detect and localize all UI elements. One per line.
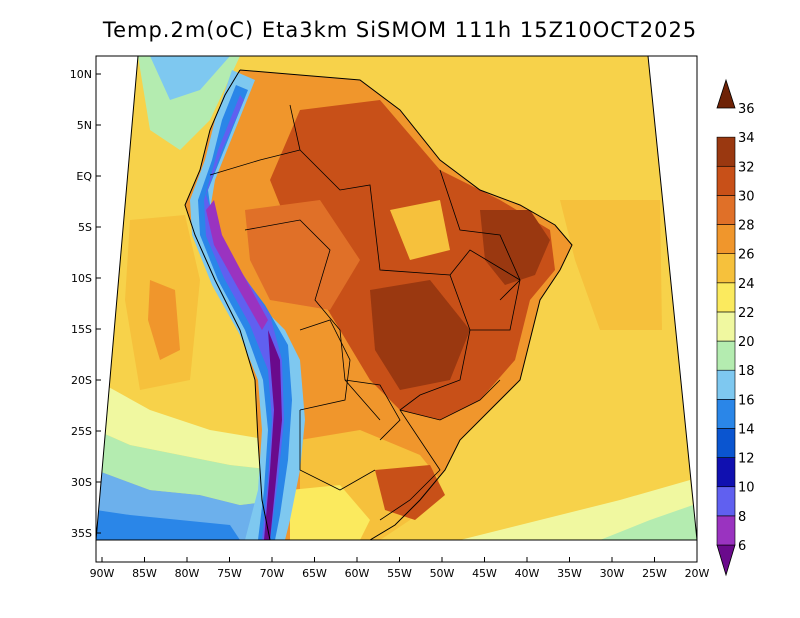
colorbar-label: 20 [738, 335, 755, 350]
pacific-hot-patch [148, 280, 180, 360]
border-bolivia [299, 319, 351, 411]
lat-tick-label: 30S [71, 476, 92, 489]
lon-tick-label: 70W [260, 567, 285, 580]
colorbar-label: 24 [738, 277, 755, 292]
colorbar-bin [716, 136, 736, 167]
lon-tick-label: 30W [600, 567, 625, 580]
border-andean [209, 104, 301, 176]
lon-tick-label: 60W [345, 567, 370, 580]
colorbar-bin [716, 369, 736, 400]
colorbar-bin [716, 224, 736, 254]
colorbar: 6 8 10 12 14 16 18 20 22 24 26 28 30 32 34 36 [716, 78, 755, 577]
border-goias [449, 249, 521, 331]
colorbar-bin [716, 165, 736, 196]
uruguay-warm [375, 465, 445, 520]
amazon-warm [245, 200, 360, 310]
border-south [399, 379, 501, 421]
atlantic-warm-patch [560, 200, 662, 330]
brazil-hot-interior [270, 100, 555, 420]
lat-tick-label: 15S [71, 323, 92, 336]
colorbar-bin [716, 486, 736, 517]
andes-coldest [264, 330, 282, 540]
lon-tick-label: 25W [642, 567, 667, 580]
longitude-axis: 90W 85W 80W 75W 70W 65W 60W 55W 50W 45W 40W 35W 30W 2… [90, 557, 710, 580]
colorbar-bin [716, 282, 736, 313]
border-argentina [299, 410, 376, 491]
border-paraguay [344, 379, 401, 441]
map-title: Temp.2m(oC) Eta3km SiSMOM 111h 15Z10OCT2… [102, 18, 698, 42]
andes-purple [206, 200, 268, 330]
colorbar-label: 18 [738, 364, 755, 379]
lon-tick-label: 50W [430, 567, 455, 580]
colorbar-label: 8 [738, 510, 746, 525]
colorbar-label: 14 [738, 422, 755, 437]
colorbar-label: 12 [738, 452, 755, 467]
colorbar-label: 36 [738, 102, 755, 117]
colorbar-label: 28 [738, 219, 755, 234]
lat-tick-label: 10S [71, 272, 92, 285]
lat-tick-label: 5S [78, 221, 92, 234]
lon-tick-label: 75W [217, 567, 242, 580]
colorbar-arrow-top [716, 78, 736, 109]
latitude-axis: 10N 5N EQ 5S 10S 15S 20S 25S 30S 35S [70, 68, 101, 540]
lon-tick-label: 45W [472, 567, 497, 580]
colorbar-label: 16 [738, 393, 755, 408]
amazon-cooler-patch [390, 200, 450, 260]
pacific-pale-band [96, 380, 275, 470]
lat-tick-label: 5N [77, 119, 92, 132]
atlantic-south-mild [600, 505, 697, 540]
colorbar-bin [716, 195, 736, 225]
lon-tick-label: 90W [90, 567, 115, 580]
colorbar-label: 32 [738, 160, 755, 175]
colorbar-arrow-bottom [716, 544, 736, 577]
andes-colder [204, 95, 284, 540]
colorbar-label: 22 [738, 306, 755, 321]
colorbar-label: 6 [738, 539, 746, 554]
colorbar-bin [716, 515, 736, 546]
plot-frame [95, 55, 698, 563]
colorbar-label: 26 [738, 248, 755, 263]
colorbar-label: 30 [738, 189, 755, 204]
lat-tick-label: 25S [71, 425, 92, 438]
colorbar-bin [716, 399, 736, 429]
brazil-border [299, 149, 471, 521]
lon-tick-label: 35W [557, 567, 582, 580]
pacific-cold-band [96, 510, 240, 540]
colorbar-bin [716, 457, 736, 488]
lat-tick-label: 10N [70, 68, 92, 81]
lon-tick-label: 20W [685, 567, 710, 580]
lon-tick-label: 80W [175, 567, 200, 580]
colorbar-bin [716, 428, 736, 458]
pacific-mild-band [96, 430, 280, 505]
lat-tick-label: EQ [76, 170, 92, 183]
political-borders [209, 104, 521, 521]
lat-tick-label: 35S [71, 527, 92, 540]
lon-tick-label: 40W [515, 567, 540, 580]
colorbar-bin [716, 311, 736, 342]
caribbean-cool [150, 56, 230, 100]
coastline [184, 69, 573, 540]
border-northeast [439, 169, 521, 301]
lon-tick-label: 85W [132, 567, 157, 580]
colorbar-label: 34 [738, 131, 755, 146]
lat-tick-label: 20S [71, 374, 92, 387]
lon-tick-label: 65W [302, 567, 327, 580]
brazil-hot-core [370, 280, 470, 390]
lon-tick-label: 55W [387, 567, 412, 580]
colorbar-bin [716, 253, 736, 284]
colorbar-label: 10 [738, 481, 755, 496]
colorbar-bin [716, 340, 736, 371]
patagonia-cool [290, 485, 370, 540]
